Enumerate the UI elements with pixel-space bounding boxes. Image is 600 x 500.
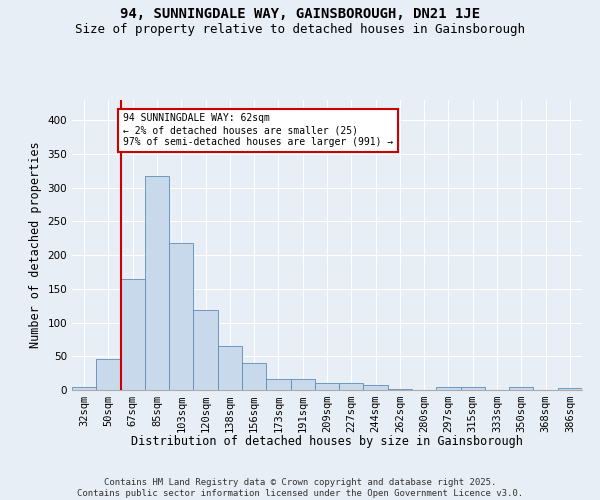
Bar	[436, 388, 461, 390]
Bar	[145, 176, 169, 390]
Text: Contains HM Land Registry data © Crown copyright and database right 2025.
Contai: Contains HM Land Registry data © Crown c…	[77, 478, 523, 498]
Bar	[558, 388, 582, 390]
Bar	[72, 386, 96, 390]
Bar	[509, 386, 533, 390]
Bar	[339, 384, 364, 390]
Bar	[364, 384, 388, 390]
Bar	[266, 378, 290, 390]
Text: Distribution of detached houses by size in Gainsborough: Distribution of detached houses by size …	[131, 435, 523, 448]
Bar	[461, 388, 485, 390]
Bar	[193, 310, 218, 390]
Bar	[121, 278, 145, 390]
Text: 94, SUNNINGDALE WAY, GAINSBOROUGH, DN21 1JE: 94, SUNNINGDALE WAY, GAINSBOROUGH, DN21 …	[120, 8, 480, 22]
Text: 94 SUNNINGDALE WAY: 62sqm
← 2% of detached houses are smaller (25)
97% of semi-d: 94 SUNNINGDALE WAY: 62sqm ← 2% of detach…	[123, 114, 393, 146]
Bar	[315, 384, 339, 390]
Bar	[388, 388, 412, 390]
Bar	[96, 359, 121, 390]
Bar	[169, 243, 193, 390]
Bar	[290, 378, 315, 390]
Bar	[218, 346, 242, 390]
Text: Size of property relative to detached houses in Gainsborough: Size of property relative to detached ho…	[75, 22, 525, 36]
Bar	[242, 363, 266, 390]
Y-axis label: Number of detached properties: Number of detached properties	[29, 142, 42, 348]
